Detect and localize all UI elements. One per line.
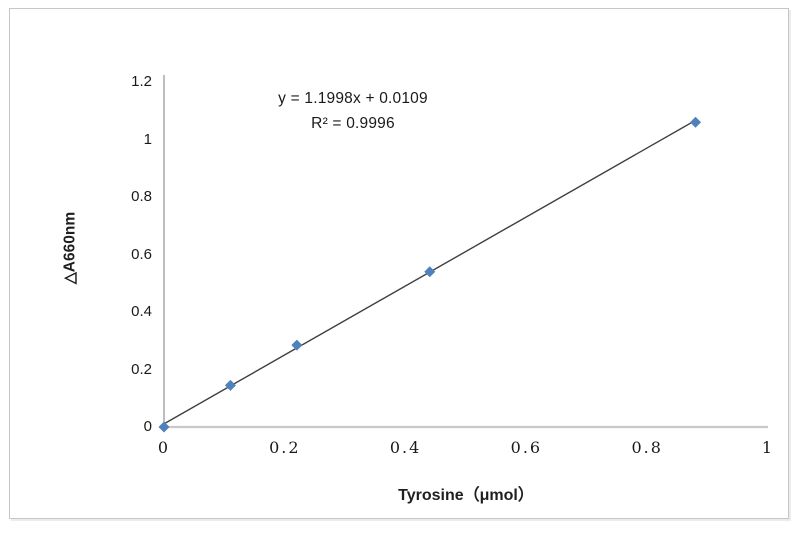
x-tick-label: 0.4 bbox=[389, 438, 422, 457]
x-axis-title: Tyrosine（μmol） bbox=[398, 487, 534, 504]
data-point-marker bbox=[690, 116, 702, 128]
x-tick-label: 1 bbox=[761, 438, 775, 457]
equation-text: y = 1.1998x + 0.0109 bbox=[278, 90, 428, 107]
y-tick-label: 0.6 bbox=[131, 245, 152, 263]
y-tick-label: 1 bbox=[143, 130, 152, 148]
r-squared-text: R² = 0.9996 bbox=[311, 115, 395, 132]
data-point-marker bbox=[424, 266, 436, 278]
data-point-marker bbox=[224, 379, 236, 391]
x-tick-label: 0.2 bbox=[269, 438, 301, 457]
x-tick-label: 0.8 bbox=[631, 438, 663, 457]
data-point-marker bbox=[291, 339, 303, 351]
x-tick-label: 0.6 bbox=[510, 438, 543, 457]
y-axis-title: △A660nm bbox=[61, 211, 79, 285]
data-point-marker bbox=[158, 421, 170, 433]
trendline-equation: y = 1.1998x + 0.0109 R² = 0.9996 bbox=[233, 86, 473, 136]
y-tick-label: 0 bbox=[143, 418, 152, 435]
chart-frame bbox=[9, 8, 789, 519]
x-tick-label: 0 bbox=[157, 438, 171, 457]
y-tick-label: 1.2 bbox=[131, 73, 152, 90]
y-tick-label: 0.2 bbox=[131, 360, 152, 378]
y-tick-label: 0.8 bbox=[131, 188, 152, 205]
y-tick-label: 0.4 bbox=[131, 303, 152, 320]
